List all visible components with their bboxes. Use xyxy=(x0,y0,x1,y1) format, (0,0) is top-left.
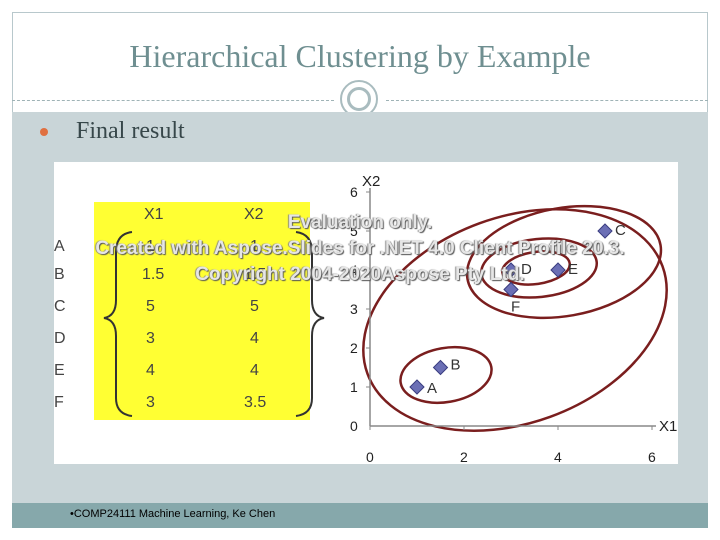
data-point xyxy=(597,223,613,239)
data-point-label: F xyxy=(511,299,520,316)
title-divider-left xyxy=(12,100,334,101)
data-point-label: A xyxy=(427,380,437,397)
x-axis-label: X1 xyxy=(659,418,677,435)
table-row-label: B xyxy=(54,266,65,283)
bullet-icon xyxy=(40,128,48,136)
data-point-label: D xyxy=(521,261,532,278)
y-tick-label: 2 xyxy=(350,340,358,356)
watermark-line3: Copyright 2004-2020Aspose Pty Ltd. xyxy=(195,264,525,285)
data-matrix-highlight xyxy=(94,202,310,420)
bullet-text: Final result xyxy=(76,118,185,144)
table-cell: 1 xyxy=(146,238,155,255)
table-cell: 1.5 xyxy=(244,266,267,283)
data-point xyxy=(503,281,519,298)
table-row-label: F xyxy=(54,394,64,411)
table-cell: 4 xyxy=(250,330,259,347)
table-cell: 5 xyxy=(146,298,155,315)
table-header-x1: X1 xyxy=(144,206,164,223)
table-row-label: C xyxy=(54,298,66,315)
footer-bar xyxy=(12,503,708,528)
data-point xyxy=(432,359,449,376)
cluster-ellipse xyxy=(479,237,599,299)
cluster-ellipse xyxy=(399,345,493,405)
cluster-ellipse xyxy=(362,208,668,432)
table-cell: 3 xyxy=(146,330,155,347)
data-point-label: C xyxy=(615,222,626,239)
divider-ring-ornament xyxy=(340,80,378,118)
y-tick-label: 3 xyxy=(350,301,358,317)
data-point xyxy=(503,262,519,278)
table-cell: 3.5 xyxy=(244,394,267,411)
table-cell: 5 xyxy=(250,298,259,315)
y-tick-label: 5 xyxy=(350,223,358,239)
y-axis-label: X2 xyxy=(362,173,380,190)
data-point xyxy=(409,379,425,395)
x-tick-label: 6 xyxy=(648,449,656,465)
table-cell: 4 xyxy=(250,362,259,379)
footer-text: •COMP24111 Machine Learning, Ke Chen xyxy=(70,508,276,520)
watermark-line1: Evaluation only. xyxy=(287,212,433,233)
watermark-line2: Created with Aspose.Slides for .NET 4.0 … xyxy=(95,238,625,259)
cluster-ellipse xyxy=(501,250,571,286)
y-tick-label: 6 xyxy=(350,184,358,200)
table-cell: 3 xyxy=(146,394,155,411)
table-row-label: E xyxy=(54,362,65,379)
y-tick-label: 1 xyxy=(350,379,358,395)
data-point xyxy=(550,262,566,278)
table-header-x2: X2 xyxy=(244,206,264,223)
data-point-label: E xyxy=(568,261,578,278)
x-tick-label: 0 xyxy=(366,449,374,465)
slide-title: Hierarchical Clustering by Example xyxy=(129,38,591,74)
y-tick-label: 0 xyxy=(350,418,358,434)
x-tick-label: 2 xyxy=(460,449,468,465)
data-point-label: B xyxy=(451,357,461,374)
table-row-label: D xyxy=(54,330,66,347)
table-row-label: A xyxy=(54,238,65,255)
x-tick-label: 4 xyxy=(554,449,562,465)
table-cell: 1.5 xyxy=(142,266,165,283)
title-divider-right xyxy=(386,100,708,101)
table-cell: 4 xyxy=(146,362,155,379)
y-tick-label: 4 xyxy=(350,262,358,278)
table-cell: 1 xyxy=(250,238,259,255)
